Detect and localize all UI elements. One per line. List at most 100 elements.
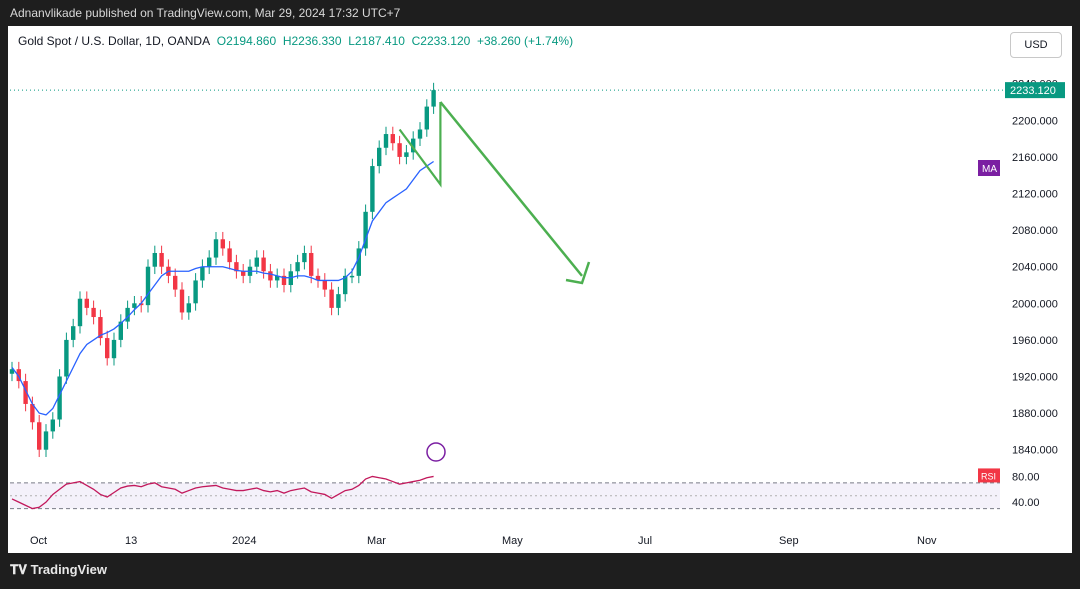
- x-tick-label: Jul: [638, 535, 652, 547]
- candle-body: [98, 317, 103, 339]
- y-tick-label: 2080.000: [1012, 225, 1058, 237]
- x-tick-label: Mar: [367, 535, 386, 547]
- candle-body: [84, 298, 89, 308]
- candle-body: [220, 239, 225, 249]
- arrow-head: [565, 261, 591, 285]
- candle-body: [390, 134, 395, 144]
- tradingview-logo: 𝐓𝐕 TradingView: [10, 562, 107, 577]
- candle-body: [105, 338, 110, 359]
- candle-body: [179, 289, 185, 313]
- candle-body: [186, 303, 191, 313]
- candle-body: [322, 280, 327, 290]
- candle-body: [241, 271, 246, 276]
- candle-body: [383, 134, 389, 148]
- y-tick-label: 2000.000: [1012, 298, 1058, 310]
- candle-body: [336, 294, 341, 308]
- x-tick-label: 13: [125, 535, 137, 547]
- low-value: L2187.410: [348, 34, 405, 48]
- candle-body: [349, 275, 355, 278]
- candle-body: [111, 339, 117, 359]
- candle-body: [132, 303, 137, 308]
- candle-body: [424, 106, 429, 130]
- candle-body: [159, 252, 164, 267]
- candle-body: [268, 271, 273, 281]
- pattern-wedge: [398, 102, 442, 188]
- candle-body: [118, 321, 123, 340]
- candle-body: [50, 419, 55, 432]
- candle-body: [9, 369, 15, 374]
- y-tick-label: 1960.000: [1012, 335, 1058, 347]
- x-tick-label: May: [502, 535, 523, 547]
- candle-body: [139, 303, 144, 306]
- candle-body: [227, 248, 232, 263]
- candle-body: [37, 422, 42, 450]
- candle-body: [57, 376, 62, 420]
- candle-body: [431, 90, 436, 107]
- publisher-bar: Adnanvlikade published on TradingView.co…: [0, 0, 1080, 26]
- high-value: H2236.330: [282, 34, 342, 48]
- candle-body: [207, 257, 212, 267]
- rsi-tick-label: 40.00: [1012, 497, 1040, 509]
- candle-body: [71, 326, 76, 340]
- chart-panel[interactable]: Gold Spot / U.S. Dollar, 1D, OANDA O2194…: [8, 26, 1072, 553]
- candle-body: [77, 298, 83, 327]
- candle-body: [302, 252, 307, 263]
- rsi-line: [11, 475, 434, 510]
- candle-body: [152, 252, 157, 267]
- candle-body: [275, 275, 280, 281]
- candle-body: [200, 266, 205, 281]
- candle-body: [64, 339, 69, 377]
- candle-body: [356, 248, 361, 276]
- candle-body: [315, 275, 321, 281]
- y-tick-label: 1840.000: [1012, 445, 1058, 457]
- change-value: +38.260 (+1.74%): [477, 34, 574, 48]
- y-tick-label: 2120.000: [1012, 189, 1058, 201]
- ma-line: [11, 160, 434, 416]
- ma-badge-bg: [978, 160, 1000, 176]
- candle-body: [397, 143, 402, 157]
- price-badge-bg: [1005, 82, 1065, 99]
- candle-body: [281, 275, 287, 286]
- y-tick-label: 2040.000: [1012, 262, 1058, 274]
- candle-body: [370, 166, 375, 212]
- candle-body: [309, 252, 314, 276]
- currency-button[interactable]: USD: [1010, 32, 1062, 58]
- candle-body: [329, 289, 334, 308]
- candle-body: [261, 257, 266, 272]
- candle-body: [417, 129, 423, 139]
- open-value: O2194.860: [216, 34, 277, 48]
- candle-body: [404, 152, 409, 157]
- tv-logo-icon: 𝐓𝐕: [10, 562, 31, 577]
- rsi-badge-bg: [978, 468, 1000, 483]
- candle-body: [91, 307, 96, 318]
- y-tick-label: 2160.000: [1012, 152, 1058, 164]
- x-tick-label: 2024: [232, 535, 256, 547]
- candle-body: [23, 381, 28, 404]
- candle-body: [254, 257, 259, 267]
- event-icon: [426, 442, 446, 462]
- candle-body: [343, 275, 348, 295]
- y-tick-label: 2200.000: [1012, 115, 1058, 127]
- candle-body: [43, 431, 49, 450]
- ma-badge: MA: [982, 164, 997, 175]
- x-tick-label: Oct: [30, 535, 47, 547]
- candle-body: [173, 275, 178, 290]
- symbol-name: Gold Spot / U.S. Dollar, 1D, OANDA: [18, 34, 211, 48]
- publisher-text: Adnanvlikade published on TradingView.co…: [10, 6, 401, 20]
- candle-body: [411, 138, 416, 153]
- candle-body: [213, 239, 219, 258]
- price-badge: 2233.120: [1010, 85, 1056, 97]
- x-tick-label: Nov: [917, 535, 937, 547]
- close-value: C2233.120: [411, 34, 471, 48]
- candle-body: [363, 211, 368, 249]
- forecast-arrow: [439, 101, 583, 277]
- candle-body: [295, 262, 300, 272]
- symbol-legend: Gold Spot / U.S. Dollar, 1D, OANDA O2194…: [18, 34, 573, 48]
- y-tick-label: 1880.000: [1012, 408, 1058, 420]
- candle-body: [125, 307, 130, 322]
- candle-body: [234, 262, 239, 272]
- rsi-tick-label: 80.00: [1012, 471, 1040, 483]
- candle-body: [30, 403, 35, 423]
- candle-body: [145, 266, 151, 306]
